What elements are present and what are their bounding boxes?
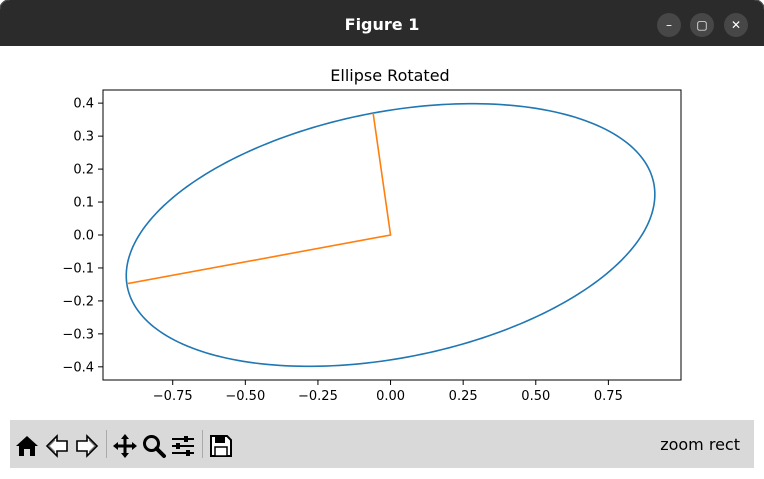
y-tick-label: −0.2 (62, 294, 94, 309)
y-tick-label: −0.1 (62, 261, 94, 276)
back-icon (45, 434, 68, 458)
configure-subplots-icon (172, 436, 194, 456)
pan-icon (113, 434, 137, 458)
save-button[interactable] (207, 432, 235, 460)
ellipse-series-line (125, 102, 656, 368)
x-tick-label: −0.25 (298, 389, 338, 404)
close-button[interactable]: ✕ (724, 13, 748, 37)
x-tick-label: −0.75 (153, 389, 193, 404)
semi-axes-series-line (126, 112, 392, 285)
configure-subplots-button[interactable] (169, 432, 197, 460)
zoom-icon (143, 435, 166, 458)
plot-series (125, 102, 656, 368)
minimize-button[interactable]: – (657, 13, 681, 37)
toolbar-separator (106, 430, 107, 458)
y-tick-label: 0.1 (73, 196, 94, 211)
chart-title: Ellipse Rotated (330, 66, 449, 85)
x-tick-label: 0.75 (594, 389, 623, 404)
window-title: Figure 1 (344, 15, 420, 34)
back-button[interactable] (43, 432, 71, 460)
y-tick-label: 0.2 (73, 163, 94, 178)
y-tick-label: 0.3 (73, 130, 94, 145)
x-axis: −0.75 −0.50 −0.25 0.00 0.25 0.50 0.75 (153, 380, 623, 404)
save-icon (210, 435, 232, 457)
window-border-right (754, 46, 764, 468)
window-border-left (0, 46, 10, 468)
figure-canvas[interactable]: Ellipse Rotated −0.75 −0.50 −0.25 0.00 0.25 0… (10, 46, 754, 420)
plot-svg[interactable]: Ellipse Rotated −0.75 −0.50 −0.25 0.00 0.25 0… (10, 46, 754, 420)
title-bar[interactable]: Figure 1 – ▢ ✕ (0, 0, 764, 46)
x-tick-label: −0.50 (225, 389, 265, 404)
close-icon: ✕ (730, 18, 742, 32)
zoom-button[interactable] (140, 432, 168, 460)
y-axis: −0.4 −0.3 −0.2 −0.1 0.0 0.1 0.2 0.3 0.4 (62, 97, 103, 375)
forward-icon (76, 434, 99, 458)
window-border-bottom (0, 468, 764, 479)
pan-button[interactable] (111, 432, 139, 460)
x-tick-label: 0.25 (449, 389, 478, 404)
minimize-icon: – (666, 18, 672, 32)
x-tick-label: 0.00 (376, 389, 405, 404)
y-tick-label: 0.4 (73, 97, 94, 112)
maximize-button[interactable]: ▢ (690, 13, 714, 37)
x-tick-label: 0.50 (521, 389, 550, 404)
y-tick-label: −0.3 (62, 327, 94, 342)
navigation-toolbar: zoom rect (10, 420, 754, 468)
home-icon (16, 436, 38, 456)
forward-button[interactable] (73, 432, 101, 460)
axes-frame (102, 89, 682, 381)
y-tick-label: 0.0 (73, 229, 94, 244)
y-tick-label: −0.4 (62, 360, 94, 375)
maximize-icon: ▢ (696, 18, 708, 32)
status-text: zoom rect (660, 435, 740, 454)
home-button[interactable] (13, 432, 41, 460)
toolbar-separator (202, 430, 203, 458)
